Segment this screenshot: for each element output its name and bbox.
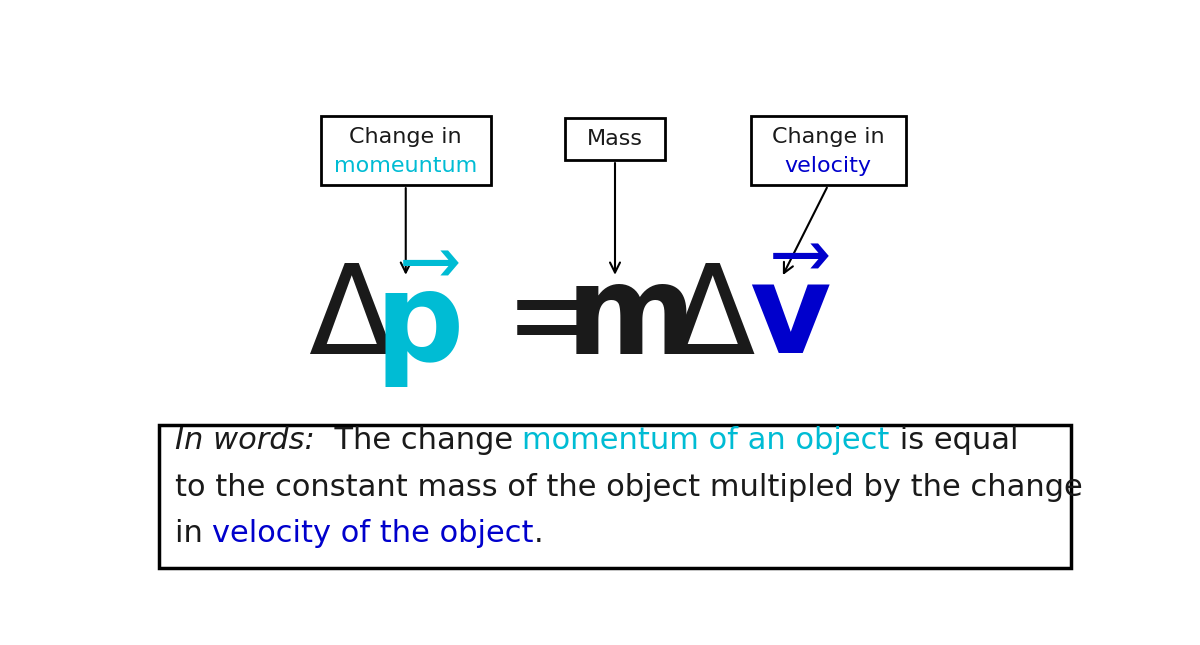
- Text: $\Delta$: $\Delta$: [308, 259, 395, 381]
- Text: $\mathbf{m}$: $\mathbf{m}$: [565, 259, 688, 381]
- Text: velocity: velocity: [785, 156, 871, 176]
- Text: $\vec{\mathbf{v}}$: $\vec{\mathbf{v}}$: [749, 259, 830, 381]
- Text: $\Delta$: $\Delta$: [668, 259, 755, 381]
- FancyBboxPatch shape: [751, 116, 906, 185]
- Text: $\vec{\mathbf{p}}$: $\vec{\mathbf{p}}$: [374, 250, 461, 390]
- Text: in: in: [175, 519, 212, 548]
- FancyBboxPatch shape: [565, 118, 665, 160]
- Text: Change in: Change in: [772, 126, 884, 146]
- Text: Change in: Change in: [349, 126, 462, 146]
- Text: .: .: [534, 519, 544, 548]
- Text: momeuntum: momeuntum: [334, 156, 478, 176]
- FancyBboxPatch shape: [160, 426, 1070, 568]
- Text: is equal: is equal: [890, 426, 1019, 455]
- Text: to the constant mass of the object multipled by the change: to the constant mass of the object multi…: [175, 473, 1082, 502]
- Text: velocity of the object: velocity of the object: [212, 519, 534, 548]
- Text: momentum of an object: momentum of an object: [522, 426, 890, 455]
- Text: In words:: In words:: [175, 426, 314, 455]
- Text: Mass: Mass: [587, 129, 643, 149]
- FancyBboxPatch shape: [320, 116, 491, 185]
- Text: $=$: $=$: [479, 259, 596, 381]
- Text: The change: The change: [314, 426, 522, 455]
